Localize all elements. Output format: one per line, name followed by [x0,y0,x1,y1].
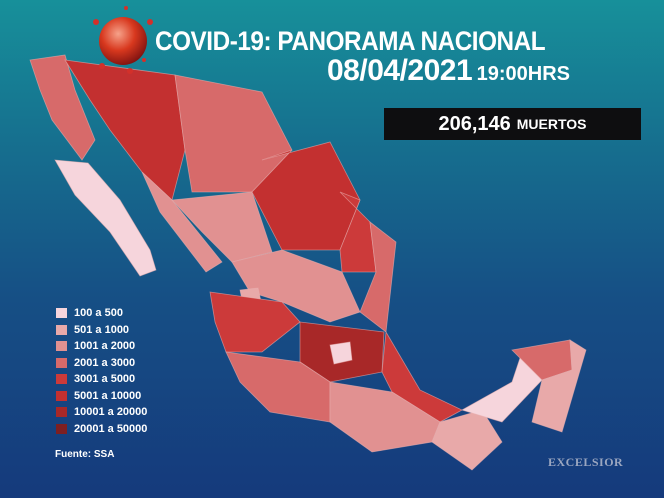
legend-label: 100 a 500 [74,307,123,320]
source-note: Fuente: SSA [55,449,115,460]
legend-label: 3001 a 5000 [74,373,136,386]
report-date: 08/04/2021 [327,54,473,87]
brand-logo: EXCELSIOR [548,455,624,469]
legend-label: 501 a 1000 [74,323,130,336]
legend-item: 10001 a 20000 [56,404,147,421]
legend-swatch [56,407,67,418]
state-coahuila [251,141,361,251]
state-jalisco [209,291,301,353]
deaths-banner: 206,146 MUERTOS [384,108,641,140]
state-queretaro [329,341,353,365]
legend-label: 20001 a 50000 [74,422,148,435]
state-sinaloa [141,171,223,273]
legend-item: 20001 a 50000 [56,421,147,438]
legend: 100 a 500 501 a 1000 1001 a 2000 2001 a … [56,305,147,437]
state-baja-california-sur [54,159,157,277]
legend-item: 100 a 500 [56,305,147,322]
deaths-count: 206,146 [438,112,511,135]
date-time: 08/04/2021 19:00HRS [327,54,570,88]
report-time: 19:00HRS [476,63,570,85]
deaths-label: MUERTOS [516,116,587,132]
legend-swatch [56,357,67,368]
legend-item: 3001 a 5000 [56,371,147,388]
legend-swatch [56,390,67,401]
legend-swatch [56,423,67,434]
legend-label: 2001 a 3000 [74,356,136,369]
legend-label: 10001 a 20000 [74,406,148,419]
legend-item: 2001 a 3000 [56,355,147,372]
legend-label: 1001 a 2000 [74,340,136,353]
legend-swatch [56,308,67,319]
legend-swatch [56,341,67,352]
legend-swatch [56,374,67,385]
legend-item: 1001 a 2000 [56,338,147,355]
legend-swatch [56,324,67,335]
globe-virus-icon [93,6,153,74]
legend-item: 501 a 1000 [56,322,147,339]
legend-item: 5001 a 10000 [56,388,147,405]
page-title: COVID-19: PANORAMA NACIONAL [155,26,546,56]
state-tamaulipas [359,221,397,333]
legend-label: 5001 a 10000 [74,389,142,402]
state-quintana-roo [531,339,587,433]
